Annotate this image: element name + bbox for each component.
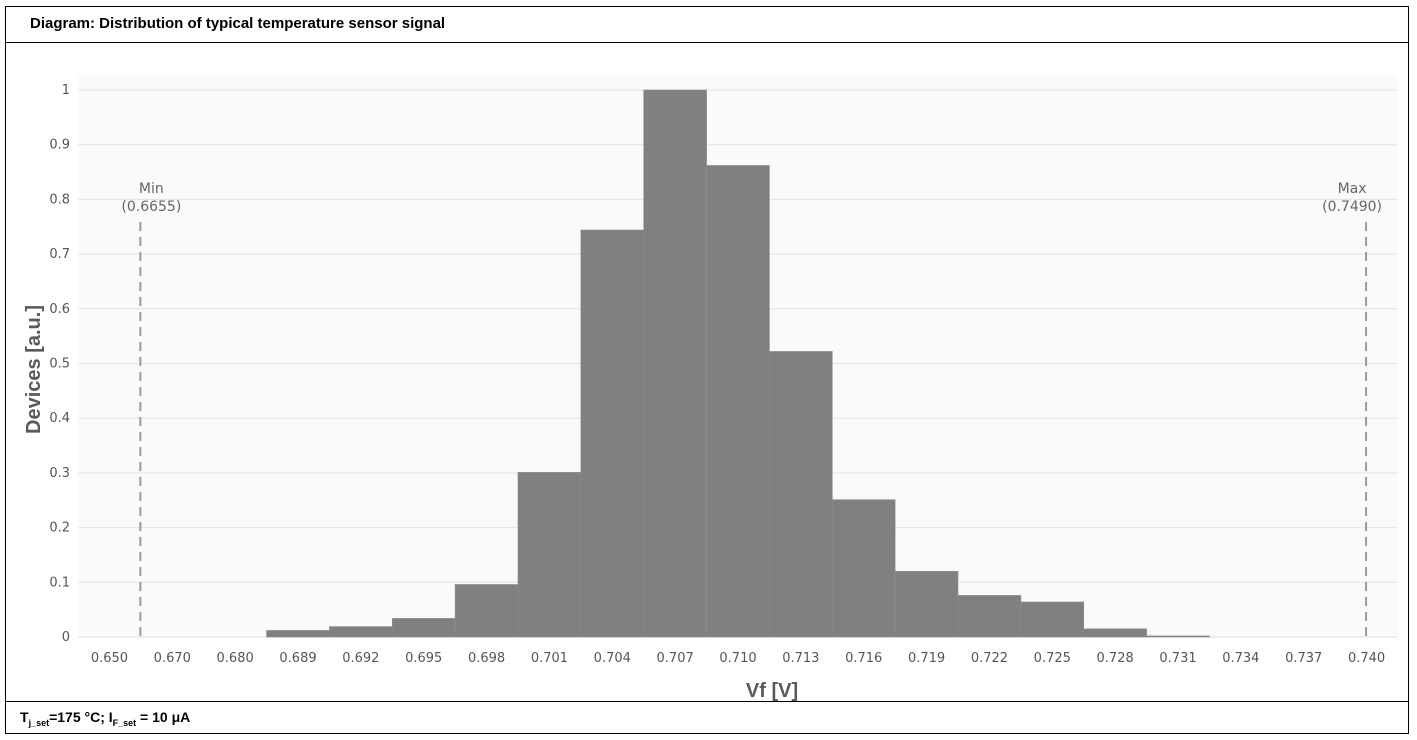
- y-axis-title: Devices [a.u.]: [23, 305, 45, 434]
- min-marker-value: (0.6655): [121, 199, 181, 215]
- histogram-bar: [392, 618, 455, 637]
- histogram-bar: [455, 584, 518, 637]
- x-tick-label: 0.701: [531, 651, 568, 666]
- histogram-bar: [518, 472, 581, 637]
- y-tick-label: 1: [62, 83, 70, 98]
- y-tick-label: 0: [62, 630, 70, 645]
- y-tick-label: 0.6: [49, 302, 70, 317]
- histogram-bar: [707, 165, 770, 637]
- histogram-bar: [329, 627, 392, 637]
- x-tick-label: 0.722: [971, 651, 1008, 666]
- x-tick-label: 0.728: [1097, 651, 1134, 666]
- histogram-bar: [1084, 629, 1147, 637]
- y-tick-label: 0.7: [49, 247, 70, 262]
- histogram-bar: [644, 90, 707, 637]
- x-tick-label: 0.650: [91, 651, 128, 666]
- histogram-bar: [895, 571, 958, 637]
- x-tick-label: 0.725: [1034, 651, 1071, 666]
- y-tick-label: 0.1: [49, 575, 70, 590]
- x-tick-label: 0.740: [1348, 651, 1385, 666]
- x-axis-title: Vf [V]: [746, 680, 798, 702]
- y-tick-label: 0.2: [49, 521, 70, 536]
- min-marker-label: Min: [139, 181, 164, 197]
- x-tick-label: 0.719: [908, 651, 945, 666]
- histogram-bar: [1147, 636, 1210, 637]
- x-tick-label: 0.692: [342, 651, 379, 666]
- histogram-bar: [267, 630, 330, 637]
- x-tick-label: 0.707: [657, 651, 694, 666]
- y-tick-label: 0.5: [49, 357, 70, 372]
- x-tick-label: 0.695: [405, 651, 442, 666]
- x-tick-label: 0.704: [594, 651, 631, 666]
- x-tick-label: 0.734: [1222, 651, 1259, 666]
- y-tick-label: 0.3: [49, 466, 70, 481]
- x-tick-label: 0.698: [468, 651, 505, 666]
- x-tick-label: 0.689: [279, 651, 316, 666]
- y-tick-label: 0.9: [49, 138, 70, 153]
- x-tick-label: 0.670: [154, 651, 191, 666]
- histogram-bar: [581, 230, 644, 637]
- y-tick-label: 0.4: [49, 411, 70, 426]
- max-marker-label: Max: [1338, 181, 1367, 197]
- x-tick-label: 0.731: [1159, 651, 1196, 666]
- max-marker-value: (0.7490): [1322, 199, 1382, 215]
- histogram-bar: [1021, 602, 1084, 637]
- x-tick-label: 0.716: [845, 651, 882, 666]
- x-tick-label: 0.737: [1285, 651, 1322, 666]
- x-tick-label: 0.680: [217, 651, 254, 666]
- histogram-bar: [769, 351, 832, 637]
- histogram-bar: [832, 500, 895, 637]
- x-tick-label: 0.710: [719, 651, 756, 666]
- histogram-bar: [958, 595, 1021, 637]
- y-tick-label: 0.8: [49, 192, 70, 207]
- x-tick-label: 0.713: [782, 651, 819, 666]
